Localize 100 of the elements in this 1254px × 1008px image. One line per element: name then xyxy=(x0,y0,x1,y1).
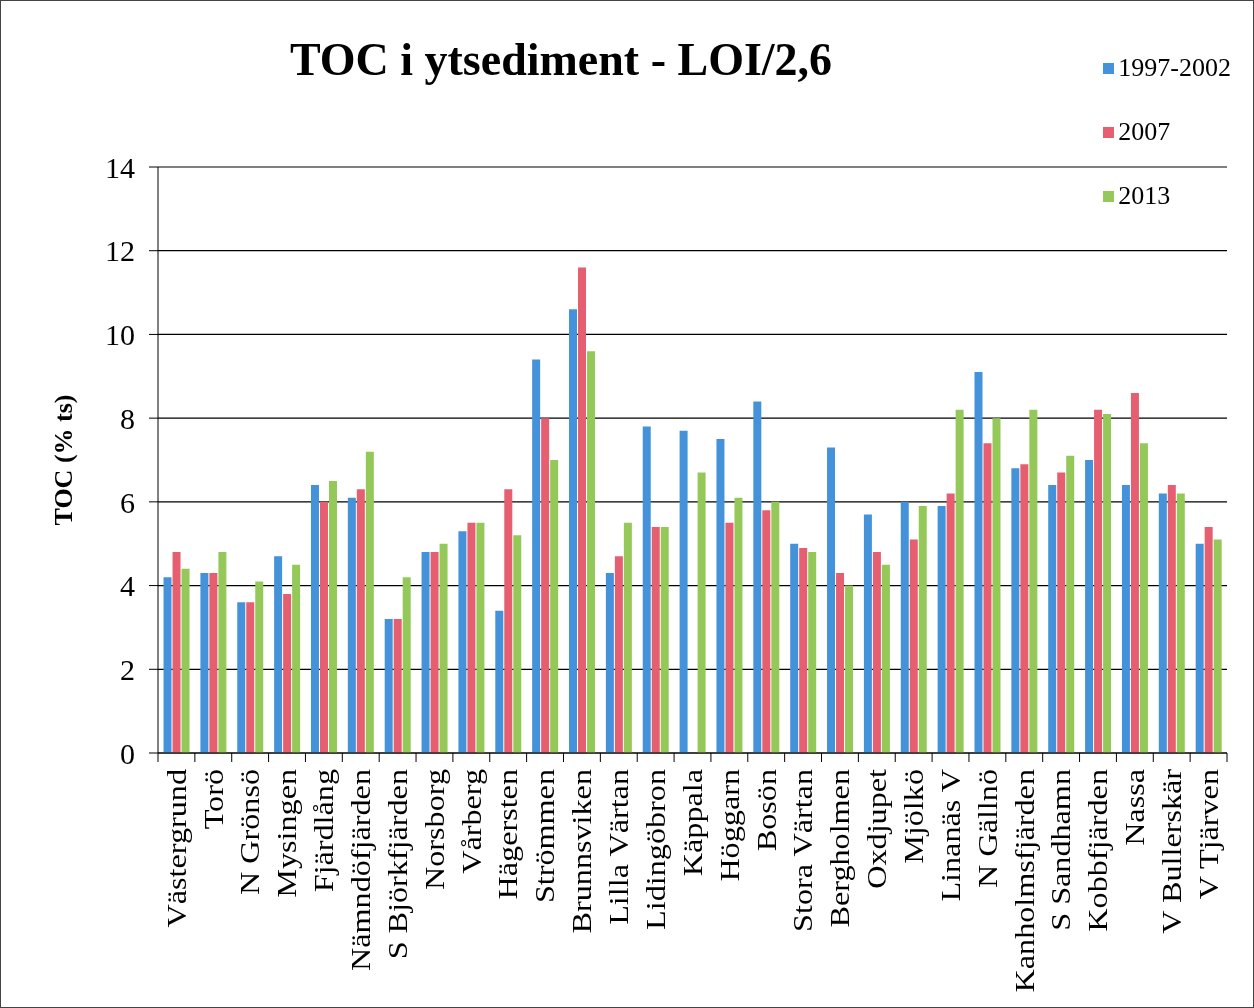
x-tick-label: Torö xyxy=(197,769,230,830)
bar xyxy=(992,418,1001,753)
bar xyxy=(725,522,734,753)
bar xyxy=(679,430,688,753)
bar xyxy=(642,426,651,753)
x-tick-label: Nämndöfjärden xyxy=(344,769,377,971)
y-tick-label: 14 xyxy=(105,150,135,184)
bar xyxy=(1195,543,1204,753)
bar xyxy=(808,552,817,753)
bar xyxy=(402,577,411,753)
bar xyxy=(660,526,669,753)
bar xyxy=(163,577,172,753)
bar xyxy=(900,501,909,753)
bar xyxy=(384,619,393,753)
bar xyxy=(734,497,743,753)
bar xyxy=(697,472,706,753)
bar xyxy=(651,526,660,753)
x-tick-label: Fjärdlång xyxy=(308,769,340,893)
legend-label: 2007 xyxy=(1118,117,1171,147)
bar xyxy=(218,552,227,753)
bar xyxy=(881,564,890,753)
x-tick-label: Strömmen xyxy=(529,769,561,904)
y-tick-label: 8 xyxy=(120,401,135,435)
bar xyxy=(172,552,181,753)
y-tick-label: 6 xyxy=(120,485,135,519)
x-tick-label: Brunnsviken xyxy=(566,769,598,934)
bar xyxy=(1085,460,1094,753)
bar xyxy=(983,443,992,753)
x-tick-label: Mjölkö xyxy=(897,769,930,864)
bar xyxy=(1029,409,1038,753)
x-tick-label: Linanäs V xyxy=(934,768,967,902)
bar xyxy=(716,439,725,753)
bar xyxy=(246,602,255,753)
bar xyxy=(541,418,550,753)
bar xyxy=(753,401,762,753)
bar xyxy=(1020,464,1029,753)
bar xyxy=(762,510,771,753)
bar xyxy=(1121,485,1130,753)
bar xyxy=(1057,472,1066,753)
y-tick-label: 2 xyxy=(120,652,135,686)
bar xyxy=(319,501,328,753)
bar xyxy=(347,497,356,753)
bar xyxy=(937,506,946,753)
bar xyxy=(328,480,337,753)
bar xyxy=(872,552,881,753)
bar xyxy=(1011,468,1020,753)
bar xyxy=(605,573,614,753)
x-tick-label: S Sandhamn xyxy=(1045,769,1077,931)
x-tick-label: Norsborg xyxy=(418,769,451,890)
x-tick-label: N Gällnö xyxy=(971,769,1004,888)
bar xyxy=(495,610,504,753)
bar xyxy=(237,602,246,753)
bar xyxy=(393,619,402,753)
bar xyxy=(458,531,467,753)
bar xyxy=(439,543,448,753)
bar xyxy=(356,489,365,753)
bar xyxy=(476,522,485,753)
bar xyxy=(274,556,283,753)
bar xyxy=(614,556,623,753)
bar xyxy=(1066,455,1075,753)
bar xyxy=(1167,485,1176,753)
bar xyxy=(771,501,780,753)
bar xyxy=(255,581,264,753)
x-tick-label: Lidingöbron xyxy=(639,769,672,930)
bar xyxy=(799,547,808,753)
x-tick-label: S Björkfjärden xyxy=(381,769,414,960)
x-tick-label: Stora Värtan xyxy=(787,769,819,932)
bar xyxy=(467,522,476,753)
bar xyxy=(1103,413,1112,753)
bar xyxy=(513,535,522,753)
bar xyxy=(1139,443,1148,753)
y-axis-title: TOC (% ts) xyxy=(48,394,78,526)
x-tick-label: Kanholmsfjärden xyxy=(1008,769,1041,993)
bar xyxy=(200,573,209,753)
x-tick-label: Vårberg xyxy=(455,769,488,874)
x-tick-label: Lilla Värtan xyxy=(603,769,635,925)
bar xyxy=(974,372,983,753)
x-tick-label: Kobbfjärden xyxy=(1082,769,1114,932)
bar xyxy=(1176,493,1185,753)
bar xyxy=(827,447,836,753)
bar xyxy=(863,514,872,753)
bar xyxy=(365,451,374,753)
bar xyxy=(836,573,845,753)
bar xyxy=(790,543,799,753)
x-tick-label: Bergholmen xyxy=(824,769,856,928)
bar xyxy=(955,409,964,753)
x-tick-label: Bosön xyxy=(750,769,782,852)
y-tick-label: 10 xyxy=(105,318,135,352)
x-tick-label: V Bullerskär xyxy=(1155,769,1188,934)
bar xyxy=(430,552,439,753)
bar xyxy=(181,568,190,753)
x-tick-label: V Tjärven xyxy=(1192,769,1225,900)
bar xyxy=(578,267,587,753)
y-tick-label: 4 xyxy=(120,569,135,603)
x-tick-label: Hägersten xyxy=(492,769,524,900)
bar xyxy=(946,493,955,753)
y-tick-label: 12 xyxy=(105,234,135,268)
bar xyxy=(918,506,927,753)
bar xyxy=(532,359,541,753)
chart-title: TOC i ytsediment - LOI/2,6 xyxy=(289,34,833,85)
